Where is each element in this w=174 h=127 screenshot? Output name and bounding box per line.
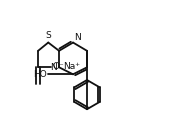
Text: S: S <box>45 31 51 40</box>
Text: HO: HO <box>34 70 47 79</box>
Text: Na⁺: Na⁺ <box>63 62 80 71</box>
Text: O⁻: O⁻ <box>52 62 64 71</box>
Text: N: N <box>50 63 57 72</box>
Text: N: N <box>74 33 81 42</box>
